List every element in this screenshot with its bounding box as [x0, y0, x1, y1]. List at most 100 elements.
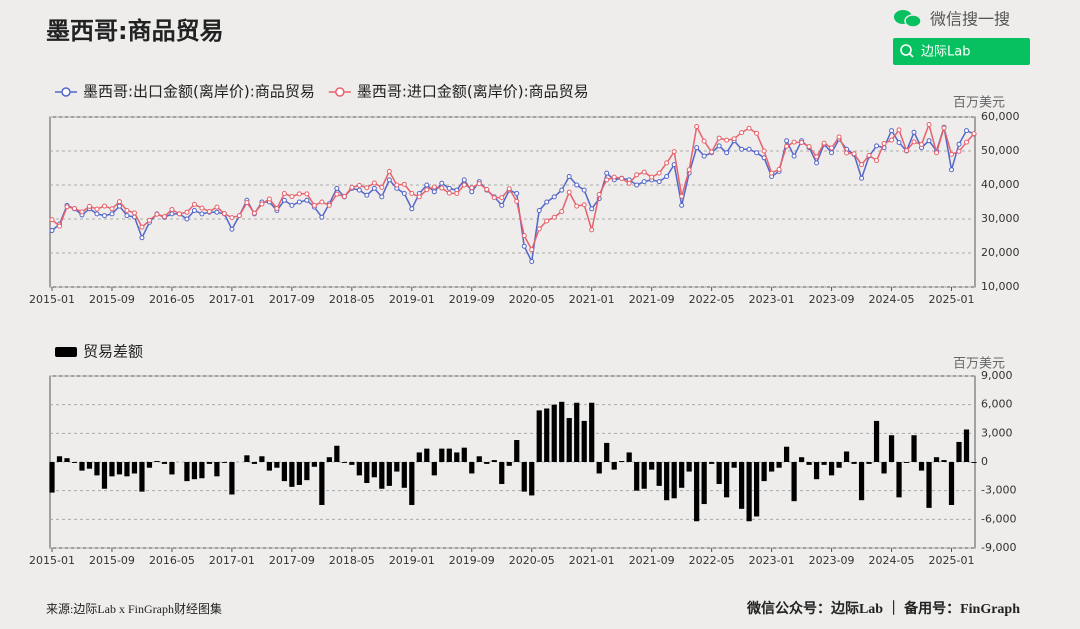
bar — [221, 462, 228, 463]
data-point — [296, 199, 302, 205]
data-point — [641, 169, 647, 175]
bar — [244, 455, 250, 462]
data-point — [424, 187, 430, 193]
bar — [679, 462, 685, 488]
bar — [424, 448, 430, 462]
data-point — [664, 160, 670, 166]
y-tick-label: 6,000 — [981, 398, 1013, 411]
bar — [536, 410, 542, 462]
data-point — [371, 185, 377, 191]
data-point — [589, 206, 595, 212]
data-point — [701, 138, 707, 144]
bar — [296, 462, 302, 485]
data-point — [356, 187, 362, 193]
bar — [694, 462, 700, 522]
unit-label: 百万美元 — [953, 96, 1005, 111]
data-point — [889, 128, 895, 134]
data-point — [229, 215, 235, 221]
bar — [881, 462, 887, 474]
data-point — [86, 203, 92, 209]
data-point — [956, 141, 962, 147]
bar — [798, 457, 805, 462]
y-tick-label: 20,000 — [981, 246, 1020, 259]
bar — [371, 462, 377, 478]
bar — [596, 462, 602, 474]
y-tick-label: 40,000 — [981, 178, 1020, 191]
bar — [379, 462, 385, 489]
x-tick-label: 2023-09 — [809, 554, 855, 567]
data-point — [491, 195, 497, 201]
bar — [873, 420, 880, 462]
data-point — [169, 206, 175, 212]
data-point — [596, 192, 602, 198]
data-point — [446, 185, 452, 191]
data-point — [949, 151, 955, 157]
data-point — [844, 150, 850, 156]
x-tick-label: 2019-01 — [389, 554, 435, 567]
data-point — [401, 181, 407, 187]
data-point — [79, 209, 85, 215]
data-point — [536, 226, 542, 232]
bar — [559, 401, 565, 462]
bar — [858, 462, 865, 501]
y-tick-label: -3,000 — [981, 484, 1016, 497]
data-point — [694, 124, 700, 130]
data-point — [94, 211, 100, 217]
bar — [304, 462, 310, 481]
data-point — [731, 136, 737, 142]
x-tick-label: 2022-05 — [689, 554, 735, 567]
x-tick-label: 2019-01 — [389, 293, 435, 306]
data-point — [431, 189, 437, 195]
bar — [851, 462, 857, 464]
data-point — [439, 180, 445, 186]
x-tick-label: 2018-05 — [329, 293, 375, 306]
bar — [116, 462, 123, 475]
bar — [469, 462, 475, 474]
data-point — [206, 209, 212, 215]
bar — [918, 462, 925, 471]
data-point — [341, 194, 347, 200]
x-tick-label: 2015-01 — [29, 293, 75, 306]
y-tick-label: 10,000 — [981, 280, 1020, 293]
bar — [813, 462, 820, 480]
bar — [364, 462, 370, 484]
data-point — [169, 211, 175, 217]
bar — [86, 462, 93, 469]
data-point — [296, 191, 302, 197]
data-point — [319, 214, 325, 220]
data-point — [116, 199, 122, 205]
bar — [574, 402, 580, 462]
data-point — [694, 145, 700, 151]
legend-swatch — [61, 87, 71, 97]
data-point — [896, 127, 902, 133]
data-point — [911, 139, 917, 145]
data-point — [109, 206, 115, 212]
bar — [521, 462, 527, 492]
data-point — [619, 176, 625, 182]
data-point — [859, 175, 865, 181]
x-tick-label: 2023-01 — [749, 293, 795, 306]
bar — [716, 462, 722, 484]
data-point — [431, 184, 437, 190]
bar — [94, 462, 100, 476]
data-point — [49, 228, 55, 234]
data-point — [521, 233, 527, 239]
data-point — [739, 146, 745, 152]
bar — [768, 462, 775, 472]
bar — [431, 462, 437, 476]
x-tick-label: 2022-05 — [689, 293, 735, 306]
bar — [933, 457, 940, 462]
search-box[interactable] — [893, 38, 1030, 65]
data-point — [116, 203, 122, 209]
bar — [146, 462, 153, 468]
data-point — [191, 208, 197, 213]
bar — [739, 462, 745, 509]
bar — [56, 456, 63, 462]
data-point — [56, 223, 62, 229]
data-point — [724, 150, 730, 156]
data-point — [154, 211, 160, 217]
data-point — [761, 148, 767, 154]
data-point — [394, 182, 400, 188]
search-box-text: 边际Lab — [921, 45, 970, 60]
data-point — [446, 190, 452, 196]
